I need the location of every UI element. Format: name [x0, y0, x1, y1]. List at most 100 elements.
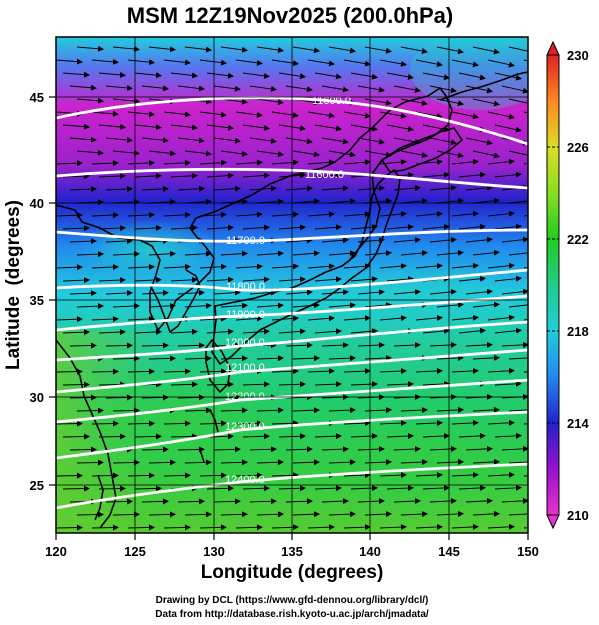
- wind-arrow: [148, 302, 176, 309]
- y-tick-label: 25: [30, 478, 44, 493]
- wind-arrow: [364, 250, 392, 257]
- wind-arrow: [292, 511, 320, 518]
- wind-arrow: [458, 327, 486, 334]
- wind-arrow: [134, 276, 162, 283]
- wind-arrow: [415, 59, 443, 68]
- contour-11700: [56, 228, 528, 243]
- wind-arrow: [271, 524, 299, 531]
- wind-arrow: [328, 150, 356, 158]
- wind-arrow: [393, 498, 421, 505]
- contour-11500: [56, 96, 528, 146]
- wind-arrow: [393, 85, 421, 93]
- wind-arrow: [206, 433, 234, 440]
- wind-arrow: [436, 354, 464, 361]
- wind-arrow: [148, 250, 176, 257]
- ryukyu-islands: [209, 409, 219, 433]
- map-title: MSM 12Z19Nov2025 (200.0hPa): [127, 3, 454, 28]
- wind-arrow: [350, 433, 378, 440]
- wind-arrow: [141, 85, 169, 92]
- wind-arrow: [91, 472, 119, 479]
- axis-ticks: [49, 96, 529, 540]
- wind-arrow: [285, 342, 313, 349]
- colorbar-bottom-arrow: [546, 514, 560, 530]
- wind-arrow: [76, 511, 104, 518]
- wind-arrow: [314, 72, 342, 80]
- honshu: [211, 169, 401, 365]
- wind-arrow: [343, 368, 371, 375]
- contour-12100: [56, 348, 528, 394]
- wind-arrow: [127, 159, 155, 166]
- wind-arrow: [350, 328, 378, 335]
- wind-arrow: [56, 264, 83, 271]
- wind-arrow: [422, 432, 450, 439]
- wind-arrow: [307, 59, 335, 67]
- wind-arrow: [105, 498, 133, 505]
- wind-arrow: [343, 524, 371, 531]
- hokkaido: [381, 127, 463, 173]
- wind-arrow: [494, 275, 522, 282]
- wind-arrow: [256, 355, 284, 362]
- wind-arrow: [256, 46, 284, 53]
- wind-arrow: [62, 123, 90, 130]
- wind-arrow: [364, 302, 392, 309]
- wind-arrow: [271, 111, 299, 119]
- wind-arrow: [364, 459, 392, 466]
- wind-arrow: [199, 263, 227, 270]
- wind-arrow: [184, 511, 212, 518]
- wind-arrow: [69, 394, 97, 401]
- wind-arrow: [98, 123, 126, 130]
- wind-arrow: [199, 59, 227, 66]
- wind-arrow: [451, 419, 479, 426]
- wind-arrow: [501, 288, 528, 295]
- wind-arrow: [256, 250, 284, 257]
- wind-arrow: [451, 210, 479, 217]
- contour-labels: 11600.0 11600.0 11700.0 11800.0 11900.0 …: [225, 95, 351, 486]
- wind-arrow: [163, 524, 191, 531]
- wind-arrow: [76, 251, 104, 258]
- coastlines: [56, 71, 528, 529]
- wind-arrow: [400, 407, 428, 414]
- wind-arrow: [69, 342, 97, 349]
- wind-arrow: [458, 484, 486, 491]
- wind-arrow: [429, 236, 457, 243]
- wind-arrow: [386, 381, 414, 388]
- wind-arrow: [235, 524, 263, 531]
- wind-arrow: [271, 368, 299, 375]
- wind-arrow: [199, 159, 227, 166]
- wind-arrow: [436, 406, 464, 413]
- wind-arrow: [127, 420, 155, 427]
- wind-arrow: [91, 160, 119, 167]
- cyan-region-north: [410, 37, 528, 110]
- wind-arrow: [508, 513, 528, 516]
- wind-arrow: [379, 211, 407, 218]
- x-tick-label: 135: [281, 544, 303, 559]
- wind-arrow: [429, 288, 457, 295]
- wind-arrow: [328, 459, 356, 466]
- wind-arrow: [220, 46, 248, 53]
- wind-arrow: [127, 524, 155, 531]
- wind-arrow: [256, 459, 284, 466]
- wind-arrow: [98, 329, 126, 336]
- wind-arrow: [386, 276, 414, 283]
- wind-arrow: [343, 59, 371, 67]
- wind-arrow: [56, 316, 83, 323]
- wind-arrow: [105, 394, 133, 401]
- wind-arrow: [271, 59, 299, 67]
- wind-arrow: [364, 511, 392, 518]
- wind-arrow: [206, 276, 234, 283]
- wind-arrow: [134, 224, 162, 231]
- wind-arrow: [508, 200, 528, 204]
- wind-arrow: [213, 137, 241, 144]
- wind-arrow: [199, 420, 227, 427]
- wind-arrow: [148, 150, 176, 157]
- wind-arrow: [314, 172, 342, 179]
- wind-arrow: [422, 484, 450, 491]
- wind-arrow: [62, 329, 90, 336]
- wind-arrow: [314, 485, 342, 492]
- credit-data-source: Data from http://database.rish.kyoto-u.a…: [155, 609, 429, 620]
- wind-arrow: [105, 136, 133, 143]
- colorbar-label: 230: [567, 48, 589, 63]
- wind-arrow: [91, 524, 119, 531]
- china-coast: [56, 339, 117, 529]
- wind-arrow: [292, 46, 320, 54]
